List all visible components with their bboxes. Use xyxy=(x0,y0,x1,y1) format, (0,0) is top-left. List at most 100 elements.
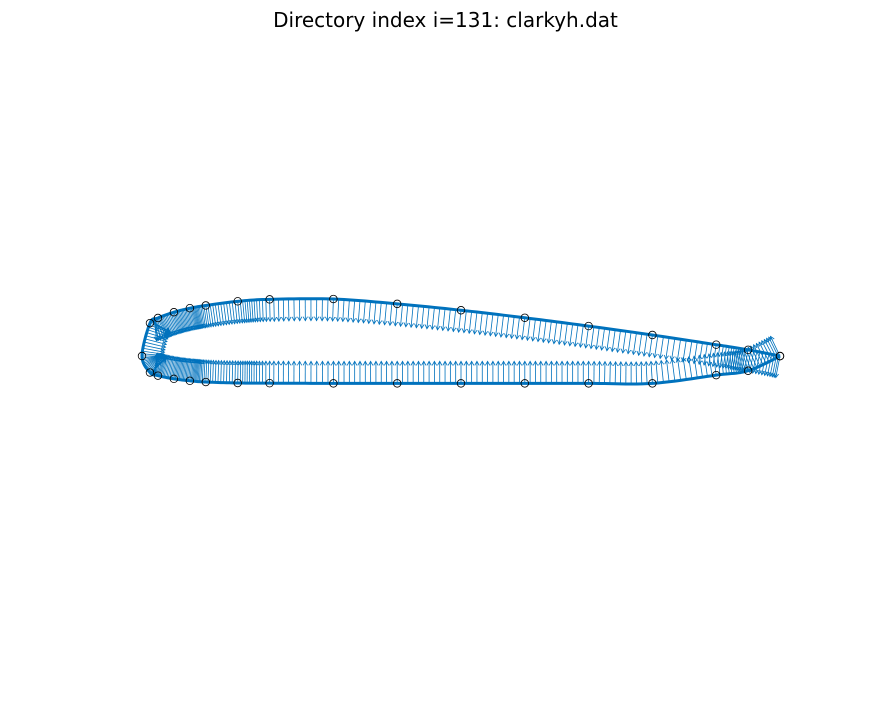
normal-vector-head xyxy=(472,329,478,335)
normal-vector xyxy=(632,332,637,355)
data-point-marker xyxy=(169,374,179,384)
normal-vector-head xyxy=(281,316,287,322)
normal-vector-head xyxy=(615,347,621,354)
normal-vector-head xyxy=(382,320,388,326)
normal-vector-head xyxy=(410,360,416,366)
data-point-marker xyxy=(743,366,753,375)
normal-vector xyxy=(146,332,168,340)
data-point-marker xyxy=(520,313,529,322)
normal-vector xyxy=(755,351,761,374)
normal-vector-head xyxy=(244,360,250,366)
normal-vector-head xyxy=(697,354,703,360)
normal-vector xyxy=(363,300,366,323)
normal-vector-head xyxy=(500,360,507,366)
normal-vector-head xyxy=(435,325,441,331)
normal-vector xyxy=(542,320,547,343)
normal-vector-head xyxy=(246,318,252,324)
normal-vector-head xyxy=(769,335,775,341)
normal-vector-head xyxy=(286,316,292,322)
normal-vector xyxy=(590,326,595,349)
normal-vector-head xyxy=(675,357,681,363)
normal-vector-head xyxy=(770,372,776,378)
normal-vector xyxy=(184,358,188,381)
normal-vector-head xyxy=(514,334,520,340)
normal-vector-head xyxy=(522,360,528,366)
normal-vector-head xyxy=(516,360,523,366)
normal-vector-head xyxy=(772,372,778,379)
normal-vector-head xyxy=(596,360,603,366)
normal-vector xyxy=(258,299,261,322)
normal-vector-head xyxy=(702,360,708,366)
normal-vector xyxy=(352,300,356,323)
normal-vector-head xyxy=(586,360,592,366)
normal-vector-head xyxy=(250,317,256,323)
normal-vector-head xyxy=(164,330,171,336)
normal-vector-head xyxy=(204,359,210,365)
normal-vector-head xyxy=(371,319,377,325)
normal-vector xyxy=(627,331,632,354)
normal-vector-head xyxy=(362,360,368,366)
normal-vector xyxy=(447,309,451,332)
normal-vector xyxy=(767,354,773,377)
normal-vector-head xyxy=(319,360,325,366)
normal-vector xyxy=(182,358,187,381)
normal-vector xyxy=(595,327,600,350)
normal-vector-head xyxy=(368,360,374,366)
normal-vector-head xyxy=(731,365,737,371)
normal-vector-head xyxy=(456,327,462,333)
normal-vector xyxy=(162,355,168,377)
normal-vector xyxy=(201,305,206,328)
normal-vector xyxy=(332,299,334,322)
normal-vector-head xyxy=(633,361,639,367)
normal-vector xyxy=(269,299,271,322)
normal-vector-head xyxy=(158,334,163,340)
normal-vector-head xyxy=(207,322,214,328)
normal-vector xyxy=(532,319,536,341)
data-point-marker xyxy=(145,318,155,328)
normal-vector-head xyxy=(377,319,383,326)
normal-vector xyxy=(169,313,177,335)
data-point-marker xyxy=(265,378,274,388)
normal-vector-head xyxy=(440,326,446,332)
normal-vector-head xyxy=(426,360,432,366)
data-point-marker xyxy=(584,321,593,331)
normal-vector xyxy=(645,361,648,384)
normal-vector xyxy=(415,305,419,328)
normal-vector xyxy=(181,358,185,380)
normal-vector-head xyxy=(437,360,443,366)
normal-vector-head xyxy=(242,360,248,366)
normal-vector-head xyxy=(607,360,613,366)
normal-vector-head xyxy=(393,321,399,327)
normal-vector xyxy=(437,307,441,330)
normal-vector-head xyxy=(378,360,384,366)
data-point-marker xyxy=(648,379,657,388)
normal-vector xyxy=(163,355,169,378)
normal-vector xyxy=(452,309,457,332)
normal-vector-head xyxy=(319,316,325,322)
normal-vector-head xyxy=(488,331,494,337)
data-point-marker xyxy=(520,379,529,388)
normal-vector-head xyxy=(240,360,246,366)
normal-vector-head xyxy=(467,328,473,335)
normal-vector-head xyxy=(485,360,491,366)
normal-vector-head xyxy=(241,318,247,324)
normal-vector-head xyxy=(588,344,595,350)
normal-vector-head xyxy=(341,360,347,366)
normal-vector xyxy=(682,357,687,380)
normal-vector-head xyxy=(737,366,743,372)
normal-vector-head xyxy=(346,360,352,366)
normal-vector-head xyxy=(604,346,610,352)
normal-vector-head xyxy=(414,323,420,329)
normal-vector-head xyxy=(419,323,425,330)
normal-vector-head xyxy=(356,318,362,324)
normal-vector xyxy=(764,353,770,376)
chart-title: Directory index i=131: clarkyh.dat xyxy=(273,8,618,32)
normal-vector-head xyxy=(692,355,698,361)
normal-vector xyxy=(273,299,275,322)
normal-vector xyxy=(223,360,225,383)
normal-vector xyxy=(228,360,231,383)
normal-vector-head xyxy=(643,360,649,366)
data-point-marker xyxy=(153,371,163,380)
normal-vector-head xyxy=(692,359,698,365)
normal-vector-head xyxy=(735,365,741,372)
